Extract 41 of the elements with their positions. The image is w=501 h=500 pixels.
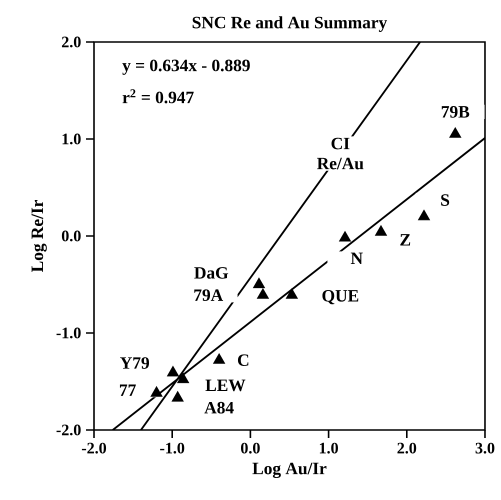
- point: [286, 288, 298, 299]
- annotation: Z: [400, 234, 410, 246]
- annotation: 77: [120, 384, 136, 396]
- point: [213, 353, 226, 364]
- y-tick-label: 1.0: [62, 134, 81, 144]
- x-tick-label: 0.0: [241, 442, 260, 454]
- annotation: y = 0.634x - 0.889: [122, 60, 250, 75]
- point: [374, 225, 388, 236]
- point: [252, 278, 266, 288]
- point: [150, 386, 163, 397]
- annotation: DaG: [194, 267, 228, 279]
- annotation: C: [238, 354, 248, 366]
- x-axis-title: Log Au/Ir: [252, 462, 326, 478]
- annotation: QUE: [322, 290, 358, 304]
- annotation: LEW: [205, 380, 246, 392]
- y-tick-label: 0.0: [62, 230, 81, 242]
- annotation: N: [350, 252, 363, 264]
- annotation: A84: [204, 402, 234, 414]
- point: [418, 210, 430, 220]
- point: [256, 288, 269, 299]
- x-tick-label: 1.0: [320, 442, 338, 454]
- point: [177, 372, 190, 384]
- point: [449, 127, 462, 138]
- annotation: Y79: [120, 357, 150, 369]
- point: [172, 391, 184, 402]
- x-tick-label: -1.0: [160, 442, 184, 454]
- annotation: CI Re/Au: [317, 138, 364, 170]
- y-axis-title: Log Re/Ir: [32, 200, 47, 272]
- annotation: S: [441, 194, 450, 206]
- annotation: r$^{2}$ = 0.947: [122, 89, 194, 104]
- y-tick-label: 2.0: [62, 36, 81, 48]
- x-tick-label: 2.0: [397, 442, 416, 454]
- x-tick-label: -2.0: [82, 442, 106, 454]
- y-tick-label: -1.0: [56, 328, 81, 338]
- chart-title: SNC Re and Au Summary: [192, 16, 388, 32]
- point: [166, 366, 180, 376]
- point: [338, 231, 352, 242]
- annotation: 79A: [194, 289, 224, 301]
- x-tick-label: 3.0: [476, 442, 494, 454]
- annotation: 79B: [442, 106, 470, 118]
- y-tick-label: -2.0: [56, 424, 81, 436]
